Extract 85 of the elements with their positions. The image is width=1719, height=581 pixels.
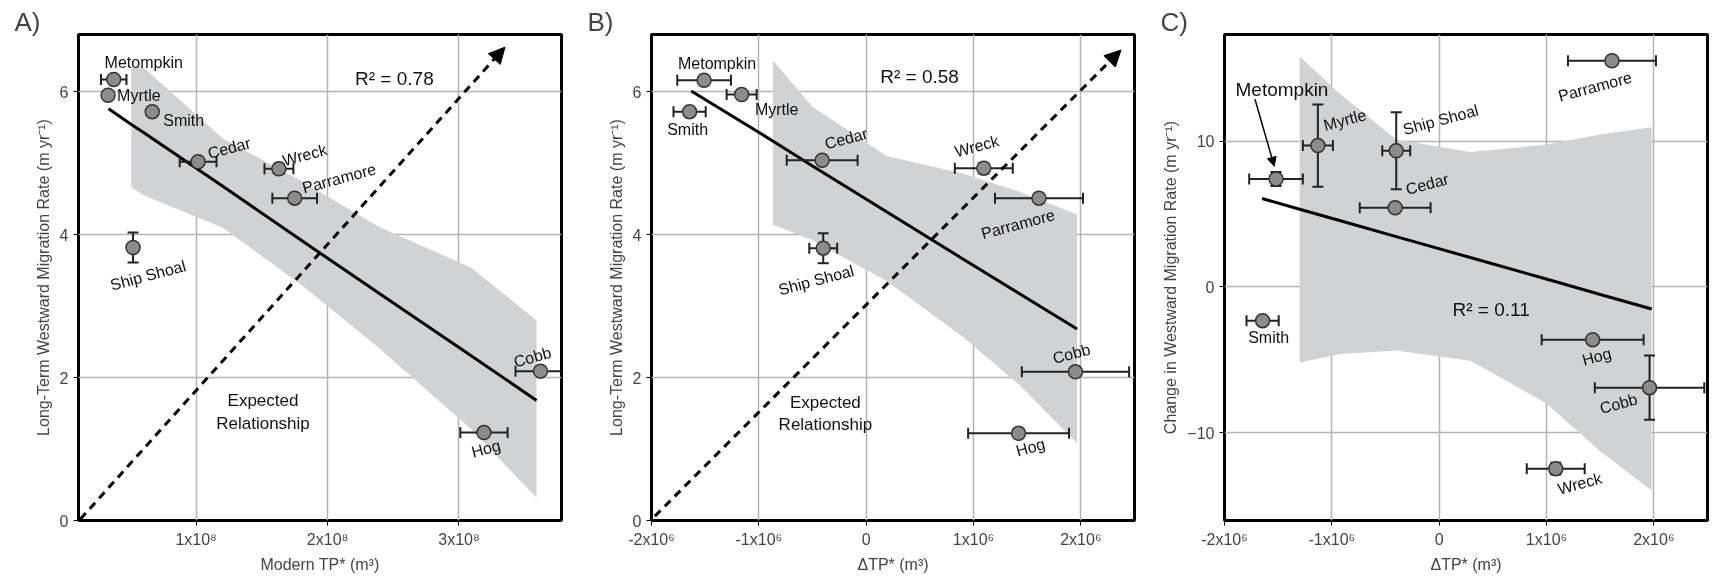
x-axis-title: Modern TP* (m³) bbox=[260, 555, 380, 573]
annotation: Hog bbox=[1014, 435, 1047, 460]
point bbox=[1031, 190, 1047, 206]
annotation: Myrtle bbox=[754, 101, 799, 119]
y-tick-label: 6 bbox=[59, 83, 69, 101]
y-tick-label: 10 bbox=[1196, 133, 1215, 151]
x-tick-label: -2x10⁶ bbox=[1201, 530, 1248, 548]
annotation: R² = 0.11 bbox=[1452, 298, 1530, 320]
chart-title: A) bbox=[14, 6, 41, 37]
y-axis-title: Long-Term Westward Migration Rate (m yr⁻¹) bbox=[607, 119, 625, 436]
y-tick-label: 2 bbox=[632, 369, 642, 387]
annotation: Ship Shoal bbox=[776, 261, 856, 299]
x-tick-label: 3x10⁸ bbox=[438, 530, 480, 548]
point bbox=[696, 72, 712, 88]
annotation: Cobb bbox=[511, 343, 554, 371]
x-axis-title: ΔTP* (m³) bbox=[857, 555, 929, 573]
point bbox=[100, 87, 116, 103]
y-tick-label: 4 bbox=[632, 226, 642, 244]
y-tick-label: −10 bbox=[1187, 424, 1215, 442]
x-axis-title: ΔTP* (m³) bbox=[1430, 555, 1502, 573]
y-tick-label: 0 bbox=[632, 512, 642, 530]
annotation: R² = 0.58 bbox=[880, 66, 959, 88]
annotation: Smith bbox=[163, 112, 205, 130]
annotation: Wreck bbox=[1555, 469, 1605, 498]
point bbox=[105, 71, 122, 88]
point bbox=[1067, 364, 1084, 380]
annotation: Wreck bbox=[280, 140, 330, 170]
chart-title: B) bbox=[587, 6, 614, 37]
annotation: Metompkin bbox=[1235, 79, 1329, 101]
point bbox=[681, 103, 698, 120]
annotation: Expected Relationship bbox=[216, 390, 310, 433]
annotation: Hog bbox=[469, 436, 503, 461]
x-tick-label: 1x10⁶ bbox=[1525, 530, 1568, 548]
annotation: Myrtle bbox=[1321, 106, 1369, 134]
annotation: Cobb bbox=[1597, 390, 1640, 417]
annotation: Metompkin bbox=[104, 54, 183, 72]
annotation: Ship Shoal bbox=[1401, 101, 1481, 139]
point bbox=[144, 103, 160, 120]
point bbox=[1604, 53, 1620, 69]
annotation: Cedar bbox=[1403, 170, 1452, 198]
annotation: Ship Shoal bbox=[108, 257, 188, 294]
annotation: Cedar bbox=[822, 124, 871, 153]
y-tick-label: 6 bbox=[632, 83, 642, 101]
y-axis-title: Long-Term Westward Migration Rate (m yr⁻¹) bbox=[34, 119, 52, 436]
point bbox=[286, 190, 303, 206]
x-tick-label: -2x10⁶ bbox=[628, 530, 675, 548]
point bbox=[1310, 137, 1326, 154]
point bbox=[1010, 425, 1027, 442]
chart-title: C) bbox=[1160, 6, 1188, 37]
y-tick-label: 2 bbox=[59, 369, 69, 387]
x-tick-label: 1x10⁸ bbox=[175, 530, 217, 548]
annotation: Cobb bbox=[1050, 340, 1093, 367]
y-tick-label: 0 bbox=[59, 512, 69, 530]
point bbox=[190, 153, 206, 170]
point bbox=[1387, 200, 1403, 216]
point bbox=[1388, 143, 1404, 159]
x-tick-label: 1x10⁶ bbox=[952, 530, 995, 548]
point bbox=[815, 240, 831, 256]
point bbox=[1641, 379, 1658, 396]
x-tick-label: 2x10⁶ bbox=[1633, 530, 1675, 548]
annotation: Parramore bbox=[979, 206, 1057, 243]
annotation: R² = 0.78 bbox=[355, 67, 434, 89]
annotation: Cedar bbox=[205, 134, 254, 162]
annotation: Expected Relationship bbox=[778, 392, 873, 435]
annotation: Hog bbox=[1580, 344, 1614, 369]
point bbox=[814, 152, 830, 169]
x-tick-label: 2x10⁶ bbox=[1060, 530, 1102, 548]
x-tick-label: -1x10⁶ bbox=[735, 530, 783, 548]
x-tick-label: 0 bbox=[1434, 530, 1444, 548]
point bbox=[476, 424, 492, 441]
point bbox=[1584, 331, 1601, 348]
point bbox=[1254, 312, 1271, 329]
annotation: Smith bbox=[667, 121, 709, 139]
point bbox=[733, 86, 750, 103]
annotation: Myrtle bbox=[117, 86, 161, 104]
y-axis-title: Change in Westward Migration Rate (m yr⁻¹) bbox=[1162, 120, 1180, 435]
x-tick-label: 2x10⁸ bbox=[306, 530, 349, 548]
y-tick-label: 4 bbox=[59, 226, 69, 244]
x-tick-label: 0 bbox=[861, 530, 871, 548]
y-tick-label: 0 bbox=[1205, 278, 1215, 296]
x-tick-label: -1x10⁶ bbox=[1308, 530, 1356, 548]
annotation: Wreck bbox=[952, 131, 1002, 161]
point bbox=[125, 239, 141, 256]
annotation: Metompkin bbox=[677, 54, 757, 72]
annotation: Smith bbox=[1248, 329, 1290, 347]
